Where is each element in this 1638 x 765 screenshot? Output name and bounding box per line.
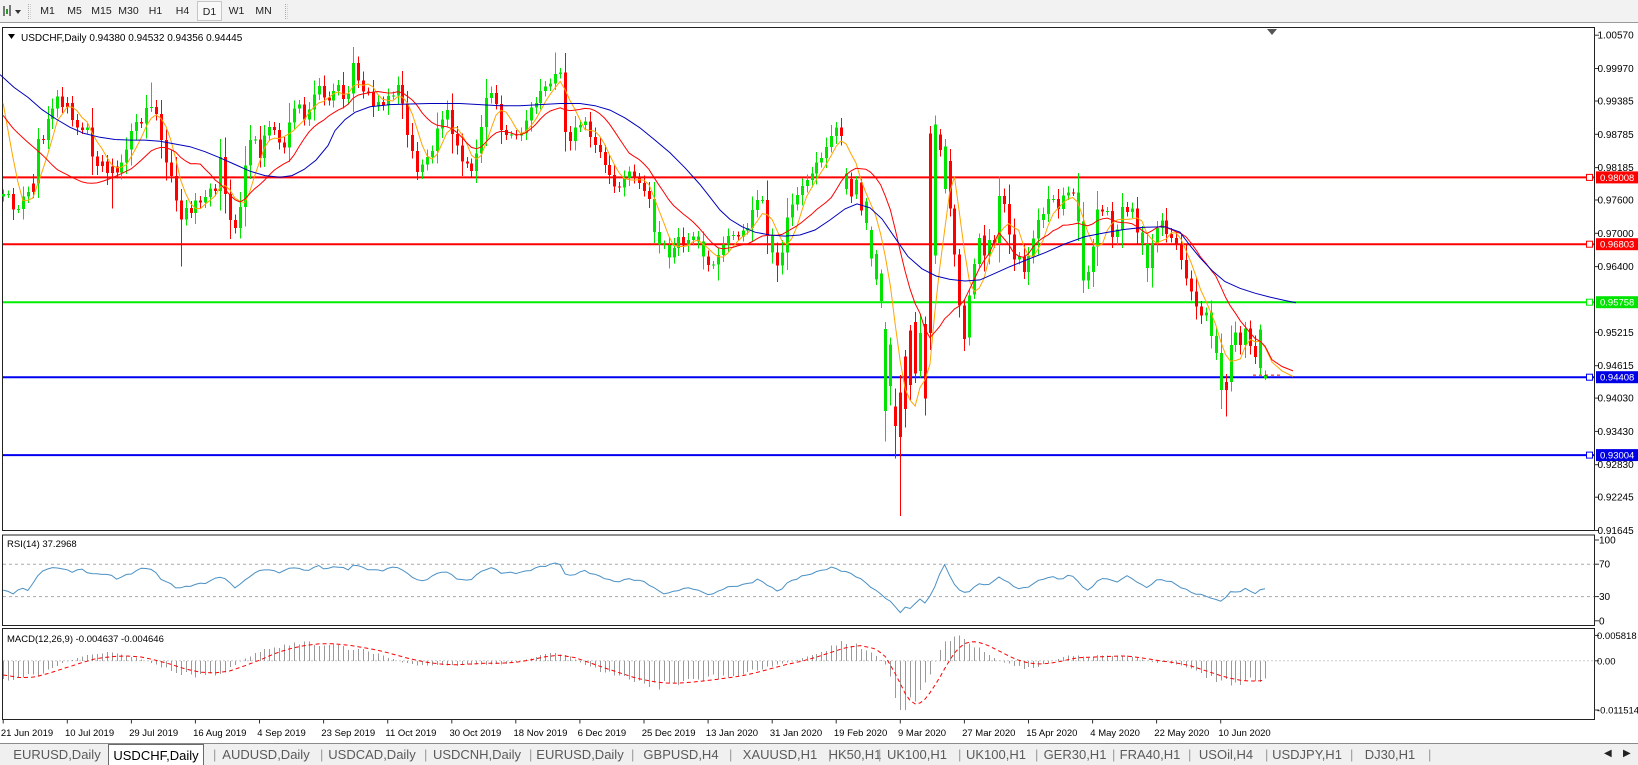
svg-text:11 Oct 2019: 11 Oct 2019	[385, 728, 436, 739]
svg-text:0.96803: 0.96803	[1600, 240, 1634, 251]
svg-text:0.97600: 0.97600	[1598, 196, 1635, 207]
svg-text:-0.011514: -0.011514	[1597, 706, 1638, 717]
svg-text:9 Mar 2020: 9 Mar 2020	[898, 728, 946, 739]
svg-text:0.94615: 0.94615	[1598, 361, 1635, 372]
svg-text:21 Jun 2019: 21 Jun 2019	[1, 728, 53, 739]
svg-text:0.94408: 0.94408	[1600, 373, 1634, 384]
svg-text:0.93004: 0.93004	[1600, 451, 1634, 462]
svg-text:USDCHF,Daily 0.94380 0.94532: USDCHF,Daily 0.94380 0.94532 0.94356 0.9…	[21, 33, 243, 44]
svg-text:31 Jan 2020: 31 Jan 2020	[770, 728, 822, 739]
svg-text:13 Jan 2020: 13 Jan 2020	[706, 728, 758, 739]
svg-text:25 Dec 2019: 25 Dec 2019	[642, 728, 696, 739]
svg-text:30: 30	[1599, 592, 1611, 603]
svg-text:0.92245: 0.92245	[1598, 493, 1635, 504]
svg-text:0.98185: 0.98185	[1598, 163, 1635, 174]
svg-text:0.96400: 0.96400	[1598, 262, 1635, 273]
svg-text:0.005818: 0.005818	[1597, 631, 1637, 642]
svg-text:23 Sep 2019: 23 Sep 2019	[321, 728, 375, 739]
svg-text:27 Mar 2020: 27 Mar 2020	[962, 728, 1015, 739]
svg-text:0.98008: 0.98008	[1600, 173, 1634, 184]
svg-text:10 Jul 2019: 10 Jul 2019	[65, 728, 114, 739]
svg-text:RSI(14) 37.2968: RSI(14) 37.2968	[7, 539, 77, 550]
svg-text:10 Jun 2020: 10 Jun 2020	[1218, 728, 1270, 739]
svg-text:0.94030: 0.94030	[1598, 394, 1635, 405]
svg-text:0.92830: 0.92830	[1598, 460, 1635, 471]
svg-text:100: 100	[1599, 536, 1616, 547]
svg-text:6 Dec 2019: 6 Dec 2019	[578, 728, 627, 739]
svg-text:MACD(12,26,9) -0.004637 -0.004: MACD(12,26,9) -0.004637 -0.004646	[7, 634, 164, 645]
svg-text:0.95758: 0.95758	[1600, 298, 1634, 309]
svg-text:4 May 2020: 4 May 2020	[1090, 728, 1140, 739]
svg-text:22 May 2020: 22 May 2020	[1154, 728, 1209, 739]
svg-text:4 Sep 2019: 4 Sep 2019	[257, 728, 306, 739]
svg-text:0.99970: 0.99970	[1598, 64, 1635, 75]
svg-text:0.93430: 0.93430	[1598, 427, 1635, 438]
svg-text:1.00570: 1.00570	[1598, 31, 1635, 42]
svg-text:16 Aug 2019: 16 Aug 2019	[193, 728, 246, 739]
svg-text:0.97000: 0.97000	[1598, 229, 1635, 240]
svg-text:0.00: 0.00	[1597, 656, 1616, 667]
svg-text:15 Apr 2020: 15 Apr 2020	[1026, 728, 1077, 739]
svg-text:0.91645: 0.91645	[1598, 526, 1635, 537]
svg-text:30 Oct 2019: 30 Oct 2019	[450, 728, 502, 739]
svg-text:0.99385: 0.99385	[1598, 97, 1635, 108]
svg-text:19 Feb 2020: 19 Feb 2020	[834, 728, 887, 739]
svg-text:0: 0	[1599, 616, 1605, 627]
svg-text:18 Nov 2019: 18 Nov 2019	[514, 728, 568, 739]
svg-text:70: 70	[1599, 560, 1611, 571]
svg-text:0.95215: 0.95215	[1598, 328, 1635, 339]
svg-text:29 Jul 2019: 29 Jul 2019	[129, 728, 178, 739]
svg-text:0.98785: 0.98785	[1598, 130, 1635, 141]
